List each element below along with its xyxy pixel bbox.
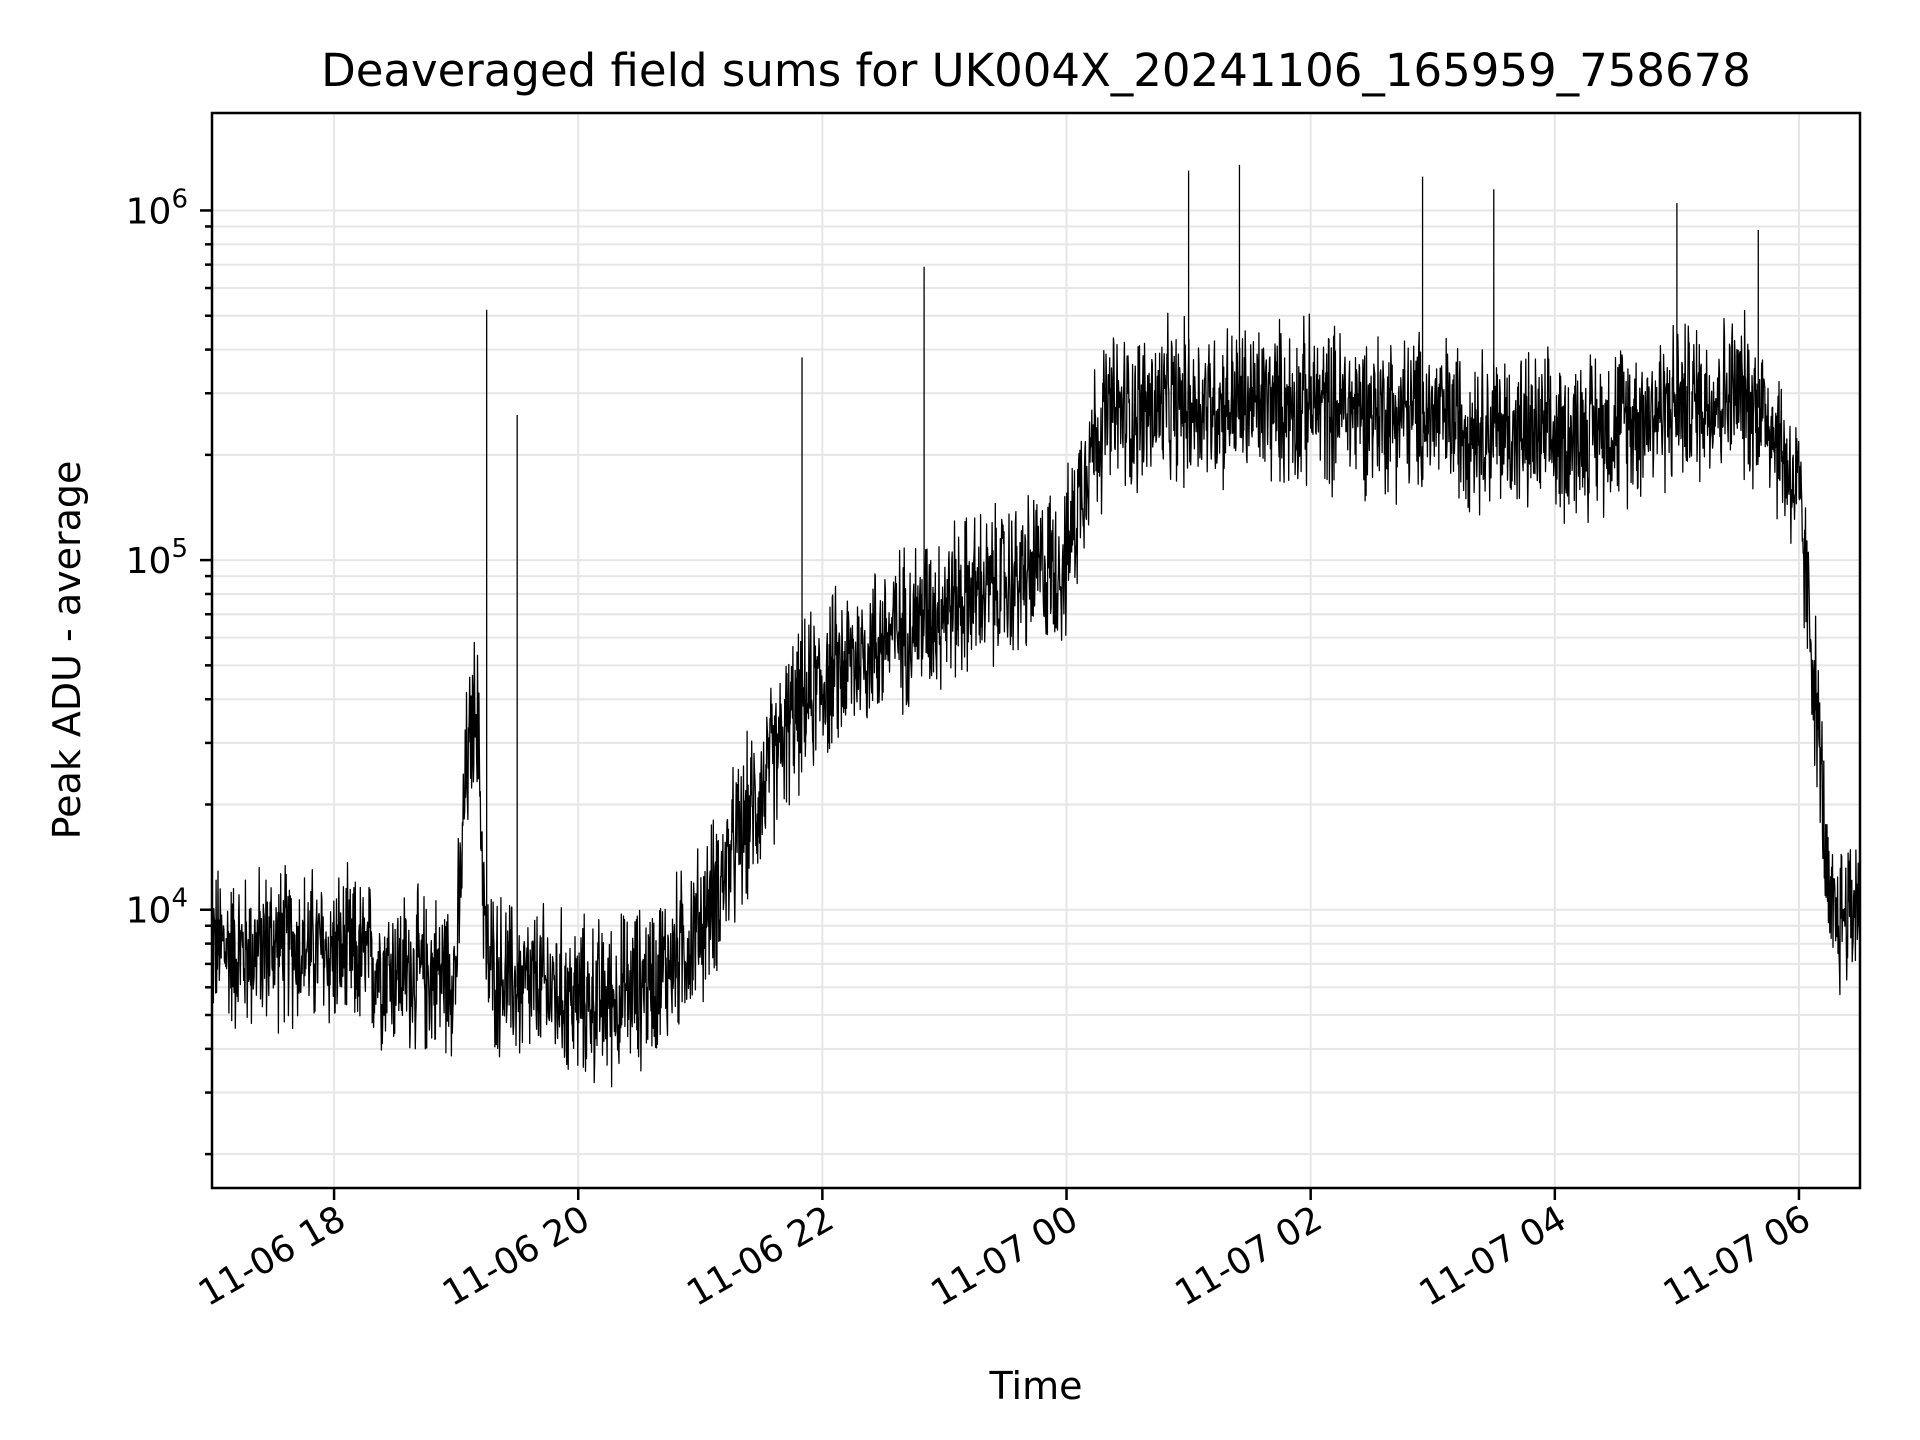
x-axis-label: Time [989,1364,1083,1408]
y-tick-label: 104 [126,884,188,932]
x-tick-label: 11-07 02 [1168,1198,1329,1314]
x-tick-label: 11-07 06 [1657,1198,1818,1314]
y-tick-label: 105 [126,534,188,582]
x-tick-label: 11-06 20 [436,1198,597,1314]
grid-layer [212,113,1860,1188]
chart-title: Deaveraged field sums for UK004X_2024110… [321,44,1751,97]
y-axis: 104 105 106 [126,184,212,1156]
x-tick-label: 11-07 04 [1413,1198,1574,1314]
x-axis: 11-06 18 11-06 20 11-06 22 11-07 00 11-07 02… [192,1188,1818,1315]
x-tick-label: 11-06 18 [192,1198,353,1314]
x-tick-label: 11-06 22 [680,1198,841,1314]
x-tick-label: 11-07 00 [924,1198,1085,1314]
y-tick-label: 106 [126,184,188,232]
y-axis-label: Peak ADU - average [45,461,89,840]
plot-frame [210,111,1862,1190]
series-layer [211,164,1861,1088]
